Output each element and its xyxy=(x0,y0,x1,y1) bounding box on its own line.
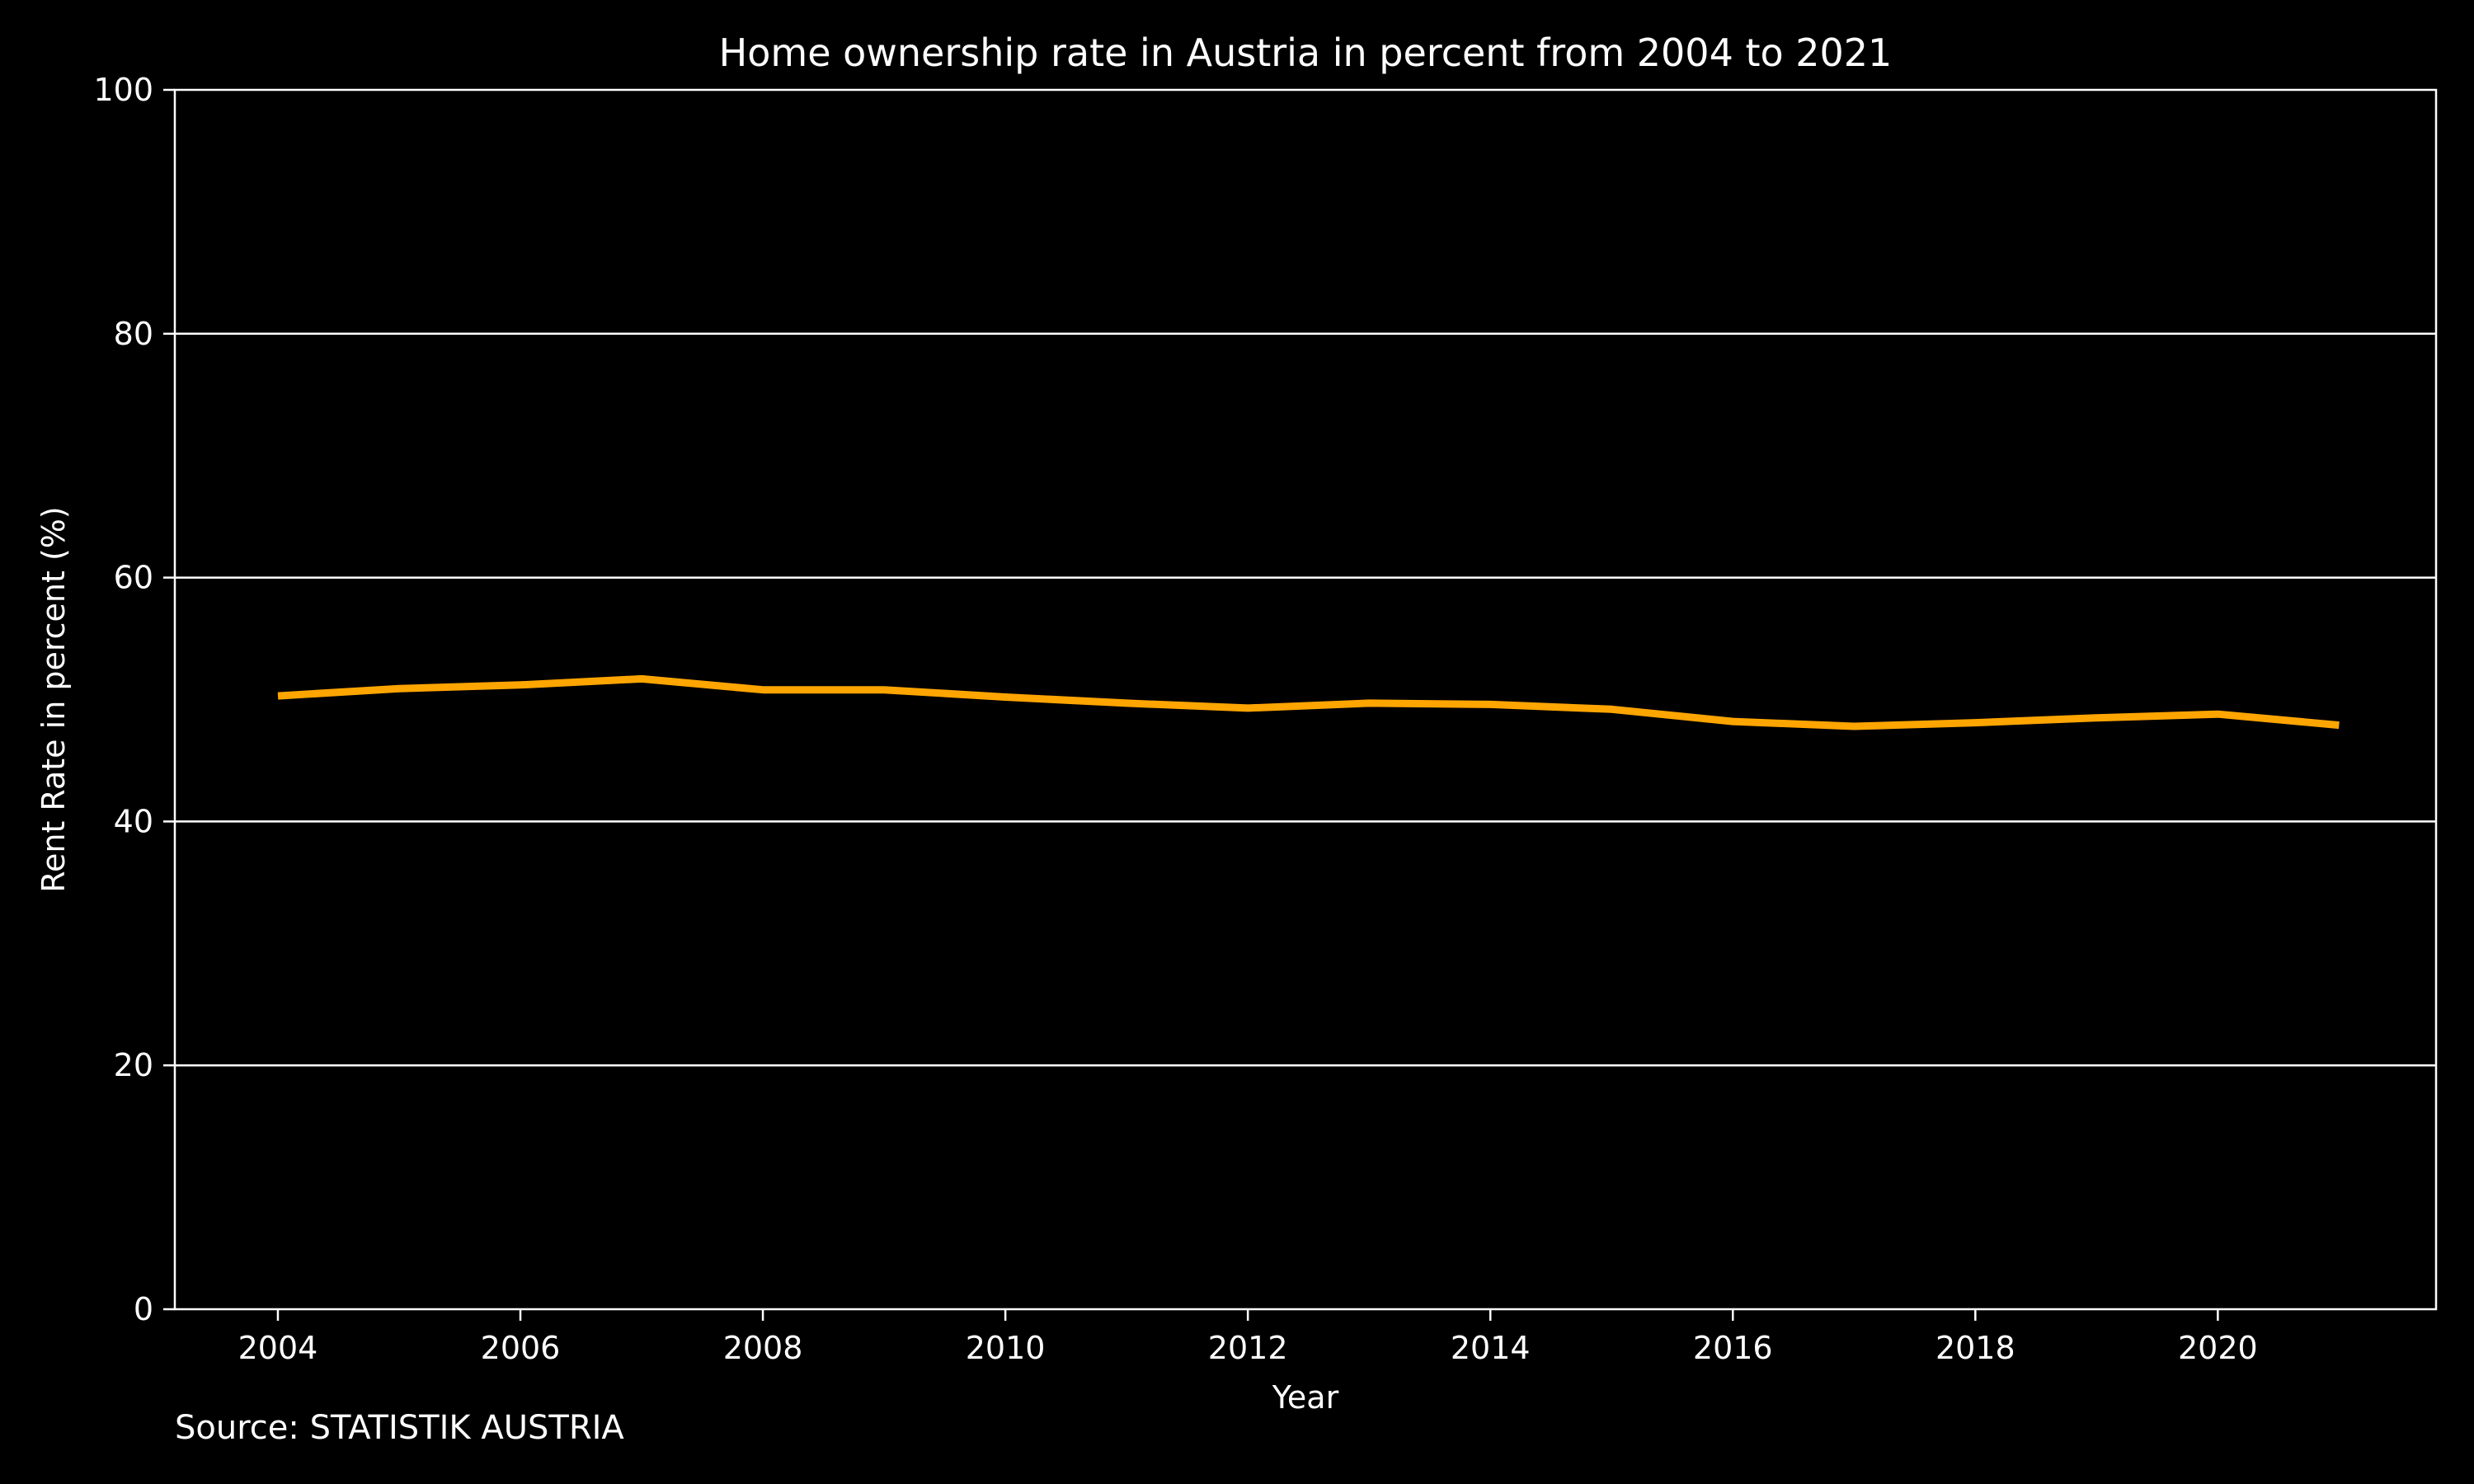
x-tick-label: 2006 xyxy=(481,1330,561,1366)
x-axis-title: Year xyxy=(1272,1379,1339,1416)
axis-ticks: 0 20 40 60 80 100 2004 2006 2008 2010 2012 2014 2016… xyxy=(93,72,2257,1366)
data-series xyxy=(277,674,2340,730)
source-note: Source: STATISTIK AUSTRIA xyxy=(175,1409,624,1447)
y-tick-label: 100 xyxy=(93,72,153,108)
x-tick-label: 2016 xyxy=(1693,1330,1773,1366)
x-tick-label: 2020 xyxy=(2178,1330,2258,1366)
x-tick-label: 2004 xyxy=(238,1330,318,1366)
chart-title: Home ownership rate in Austria in percen… xyxy=(719,31,1893,75)
series-line xyxy=(277,674,2340,730)
y-tick-label: 0 xyxy=(134,1291,153,1327)
y-tick-label: 20 xyxy=(114,1047,153,1083)
y-tick-label: 80 xyxy=(114,316,153,352)
x-tick-label: 2012 xyxy=(1208,1330,1288,1366)
y-tick-label: 40 xyxy=(114,803,153,839)
x-tick-label: 2014 xyxy=(1451,1330,1531,1366)
x-tick-label: 2018 xyxy=(1935,1330,2015,1366)
y-axis-title: Rent Rate in percent (%) xyxy=(35,506,72,892)
plot-area-frame xyxy=(173,88,2438,1311)
grid-lines xyxy=(175,332,2436,1067)
x-tick-label: 2008 xyxy=(723,1330,803,1366)
x-tick-label: 2010 xyxy=(966,1330,1046,1366)
y-tick-label: 60 xyxy=(114,560,153,596)
